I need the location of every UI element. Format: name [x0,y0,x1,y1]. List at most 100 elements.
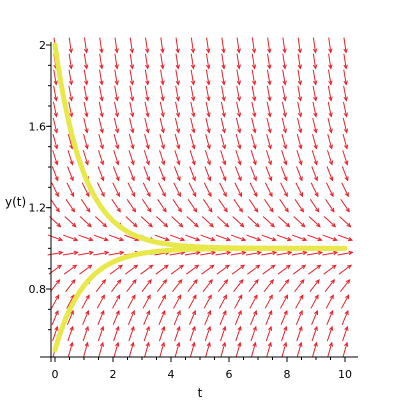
slope-arrow [189,166,196,182]
slope-arrow [264,294,273,309]
slope-arrow [312,69,318,86]
slope-arrow [124,264,139,275]
slope-arrow [325,294,334,309]
slope-arrow [68,85,74,102]
slope-arrow [343,53,348,70]
slope-arrow [188,294,197,309]
slope-arrow [68,37,74,54]
slope-arrow [310,182,319,198]
slope-arrow [325,182,334,198]
slope-arrow [278,216,291,228]
slope-arrow [204,309,212,326]
slope-arrow [280,166,288,182]
slope-arrow [154,234,170,242]
slope-arrow [220,325,227,342]
slope-arrow [265,309,273,326]
slope-arrow [143,325,150,342]
slope-arrow [295,182,304,198]
slope-arrow [267,53,272,70]
slope-arrow [328,37,333,54]
slope-arrow [206,37,211,54]
slope-arrow [307,234,323,242]
slope-arrow [190,53,196,70]
slope-arrow [95,278,107,293]
slope-arrow [189,133,196,150]
slope-arrow [297,53,303,70]
slope-arrow [141,199,152,213]
slope-arrow [343,37,348,54]
slope-arrow [50,199,60,213]
slope-arrow [51,166,59,182]
slope-arrow [310,294,319,309]
slope-arrow [342,150,349,166]
slope-arrow [236,37,241,54]
slope-arrow [234,166,242,182]
slope-arrow [249,294,258,309]
slope-arrow [296,166,303,182]
slope-arrow [98,133,104,150]
slope-arrow [126,278,137,293]
slope-arrow [250,325,257,342]
slope-arrow [156,278,168,293]
slope-arrow [282,85,287,102]
slope-arrow [230,250,247,256]
slope-arrow [292,264,307,275]
slope-arrow [47,250,64,256]
slope-arrow [264,199,274,213]
slope-arrow [248,199,259,213]
slope-arrow [127,294,136,309]
slope-arrow [297,101,303,118]
slope-arrow [158,325,166,342]
slope-arrow [144,133,150,150]
slope-arrow [342,101,348,118]
slope-arrow [278,278,290,293]
slope-arrow [235,150,242,166]
slope-arrow [308,264,322,275]
slope-arrow [93,250,110,256]
slope-arrow [309,199,320,213]
slope-arrow [190,69,196,86]
slope-arrow [297,85,303,102]
slope-arrow [250,150,257,166]
slope-arrow [52,133,59,150]
slope-arrow [114,53,119,70]
slope-arrow [66,182,75,198]
slope-arrow [200,234,216,242]
slope-arrow [294,199,305,213]
slope-arrow [112,182,120,198]
slope-arrow [65,199,76,213]
slope-arrow [266,117,272,134]
slope-arrow [281,133,288,150]
slope-arrow [342,117,349,134]
slope-arrow [98,101,104,118]
slope-arrow [281,101,287,118]
slope-arrow [97,166,105,182]
slope-arrow [50,278,61,293]
slope-arrow [96,294,105,309]
slope-arrow [265,150,273,166]
slope-arrow [114,85,119,102]
slope-arrow [67,150,74,166]
slope-arrow [327,341,333,358]
slope-arrow [327,117,333,134]
y-tick-label: 1.2 [29,202,47,215]
y-tick-label: 0.8 [29,283,47,296]
slope-arrow [63,264,78,275]
slope-arrow [144,85,150,102]
slope-arrow [324,278,336,293]
slope-arrow [231,264,246,275]
slope-arrow [217,278,229,293]
slope-arrow [172,199,182,213]
slope-arrow [311,325,318,342]
slope-arrow [128,166,135,182]
slope-arrow [112,166,120,182]
slope-arrow [234,309,242,326]
slope-arrow [217,216,230,228]
slope-arrow [47,234,64,242]
slope-arrow [51,182,59,198]
slope-arrow [282,37,287,54]
slope-arrow [296,325,303,342]
slope-arrow [174,117,181,134]
slope-arrow [204,325,212,342]
